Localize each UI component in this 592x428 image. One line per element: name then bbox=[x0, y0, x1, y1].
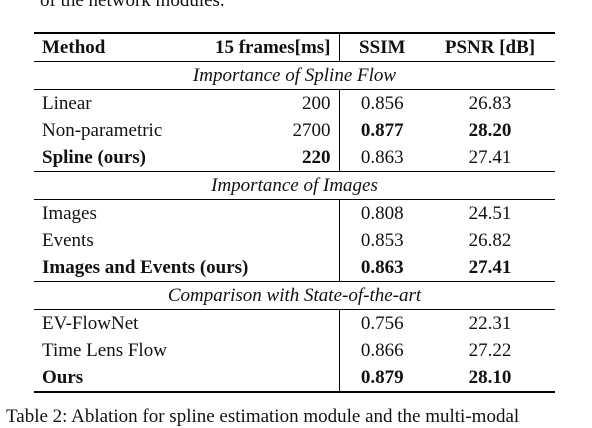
section-title: Importance of Images bbox=[34, 171, 555, 200]
ablation-table: Method 15 frames[ms] SSIM PSNR [dB] Impo… bbox=[34, 32, 555, 393]
table-row: Images and Events (ours) 0.863 27.41 bbox=[34, 254, 555, 282]
table-row: Time Lens Flow 0.866 27.22 bbox=[34, 337, 555, 364]
ssim-cell: 0.879 bbox=[338, 364, 425, 393]
section-title: Comparison with State-of-the-art bbox=[34, 281, 555, 310]
ssim-cell: 0.853 bbox=[338, 227, 425, 254]
header-time: 15 frames[ms] bbox=[214, 37, 331, 58]
method-cell: Time Lens Flow bbox=[42, 340, 167, 361]
method-cell: Events bbox=[42, 230, 94, 251]
method-cell: EV-FlowNet bbox=[42, 313, 139, 334]
section-title: Importance of Spline Flow bbox=[34, 61, 555, 90]
table-header-row: Method 15 frames[ms] SSIM PSNR [dB] bbox=[34, 32, 555, 62]
ssim-cell: 0.856 bbox=[338, 89, 425, 117]
psnr-cell: 27.41 bbox=[468, 257, 512, 278]
header-psnr: PSNR [dB] bbox=[425, 32, 555, 62]
section-row: Comparison with State-of-the-art bbox=[34, 281, 555, 310]
header-ssim: SSIM bbox=[338, 32, 425, 62]
ssim-cell: 0.866 bbox=[338, 337, 425, 364]
psnr-cell: 27.41 bbox=[468, 147, 512, 168]
caption-fragment: Table 2: Ablation for spline estimation … bbox=[6, 406, 520, 427]
table-row: Non-parametric 2700 0.877 28.20 bbox=[34, 117, 555, 144]
method-cell: Spline (ours) bbox=[42, 147, 146, 168]
method-cell: Ours bbox=[42, 367, 84, 388]
psnr-cell: 26.82 bbox=[468, 230, 512, 251]
table-row: Spline (ours) 220 0.863 27.41 bbox=[34, 144, 555, 172]
header-method: Method bbox=[42, 37, 106, 58]
method-cell: Images and Events (ours) bbox=[42, 257, 249, 278]
method-cell: Linear bbox=[42, 93, 92, 114]
psnr-cell: 28.20 bbox=[468, 120, 512, 141]
ssim-cell: 0.863 bbox=[338, 144, 425, 172]
ssim-cell: 0.863 bbox=[338, 254, 425, 282]
table-row: Ours 0.879 28.10 bbox=[34, 364, 555, 393]
method-cell: Images bbox=[42, 203, 97, 224]
table-row: Linear 200 0.856 26.83 bbox=[34, 89, 555, 117]
psnr-cell: 24.51 bbox=[468, 203, 512, 224]
section-row: Importance of Spline Flow bbox=[34, 61, 555, 90]
preceding-text-fragment: of the network modules. bbox=[40, 0, 225, 11]
psnr-cell: 27.22 bbox=[468, 340, 512, 361]
table-row: Images 0.808 24.51 bbox=[34, 199, 555, 227]
header-method-time: Method 15 frames[ms] bbox=[34, 32, 339, 62]
time-cell: 200 bbox=[302, 93, 331, 114]
ssim-cell: 0.808 bbox=[338, 199, 425, 227]
section-row: Importance of Images bbox=[34, 171, 555, 200]
table-row: Events 0.853 26.82 bbox=[34, 227, 555, 254]
ssim-cell: 0.756 bbox=[338, 309, 425, 337]
time-cell: 220 bbox=[302, 147, 331, 168]
ssim-cell: 0.877 bbox=[338, 117, 425, 144]
psnr-cell: 28.10 bbox=[425, 364, 555, 393]
table-row: EV-FlowNet 0.756 22.31 bbox=[34, 309, 555, 337]
method-cell: Non-parametric bbox=[42, 120, 163, 141]
time-cell: 2700 bbox=[292, 120, 331, 141]
psnr-cell: 26.83 bbox=[468, 93, 512, 114]
psnr-cell: 22.31 bbox=[468, 313, 512, 334]
